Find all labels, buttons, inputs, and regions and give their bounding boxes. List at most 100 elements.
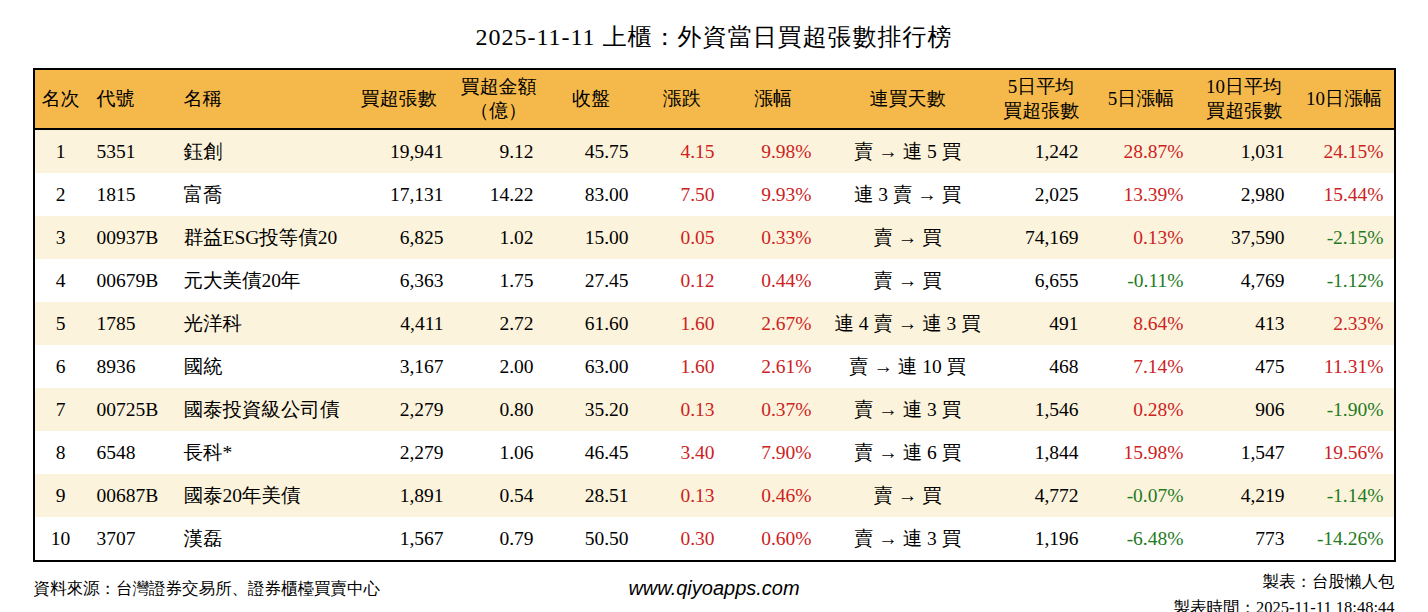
header-streak: 連買天數 — [822, 69, 994, 129]
change-10d-cell: -1.12% — [1295, 259, 1395, 302]
avg10-volume-cell: 475 — [1194, 345, 1295, 388]
code-cell: 00937B — [87, 216, 174, 259]
avg10-volume-cell: 906 — [1194, 388, 1295, 431]
streak-cell: 賣 → 買 — [822, 474, 994, 517]
website-url: www.qiyoapps.com — [487, 577, 941, 600]
header-buy-volume: 買超張數 — [344, 69, 454, 129]
table-header-row: 名次 代號 名稱 買超張數 買超金額 （億） 收盤 漲跌 漲幅 連買天數 5日平… — [34, 69, 1395, 129]
streak-cell: 賣 → 連 6 買 — [822, 431, 994, 474]
foreign-net-buy-ranking-table: 名次 代號 名稱 買超張數 買超金額 （億） 收盤 漲跌 漲幅 連買天數 5日平… — [33, 68, 1396, 562]
header-buy-amount: 買超金額 （億） — [454, 69, 544, 129]
header-rank: 名次 — [34, 69, 87, 129]
buy-amount-cell: 0.54 — [454, 474, 544, 517]
change-5d-cell: -0.11% — [1089, 259, 1194, 302]
data-source-note: 資料來源：台灣證券交易所、證券櫃檯買賣中心 — [34, 578, 488, 600]
rank-cell: 3 — [34, 216, 87, 259]
change-10d-cell: 15.44% — [1295, 173, 1395, 216]
buy-volume-cell: 3,167 — [344, 345, 454, 388]
change-5d-cell: 0.13% — [1089, 216, 1194, 259]
close-cell: 28.51 — [544, 474, 639, 517]
close-cell: 45.75 — [544, 129, 639, 173]
close-cell: 61.60 — [544, 302, 639, 345]
change-pct-cell: 9.98% — [725, 129, 822, 173]
header-close: 收盤 — [544, 69, 639, 129]
change-5d-cell: 15.98% — [1089, 431, 1194, 474]
rank-cell: 10 — [34, 517, 87, 561]
rank-cell: 6 — [34, 345, 87, 388]
header-change: 漲跌 — [639, 69, 725, 129]
change-cell: 0.05 — [639, 216, 725, 259]
change-10d-cell: -1.14% — [1295, 474, 1395, 517]
change-cell: 0.12 — [639, 259, 725, 302]
change-5d-cell: -6.48% — [1089, 517, 1194, 561]
table-row: 3 00937B 群益ESG投等債20 6,825 1.02 15.00 0.0… — [34, 216, 1395, 259]
name-cell: 群益ESG投等債20 — [174, 216, 344, 259]
change-pct-cell: 0.33% — [725, 216, 822, 259]
name-cell: 漢磊 — [174, 517, 344, 561]
change-5d-cell: 13.39% — [1089, 173, 1194, 216]
table-row: 5 1785 光洋科 4,411 2.72 61.60 1.60 2.67% 連… — [34, 302, 1395, 345]
name-cell: 國統 — [174, 345, 344, 388]
change-cell: 0.13 — [639, 474, 725, 517]
buy-volume-cell: 17,131 — [344, 173, 454, 216]
name-cell: 國泰20年美債 — [174, 474, 344, 517]
table-row: 1 5351 鈺創 19,941 9.12 45.75 4.15 9.98% 賣… — [34, 129, 1395, 173]
code-cell: 1815 — [87, 173, 174, 216]
change-5d-cell: 7.14% — [1089, 345, 1194, 388]
table-row: 2 1815 富喬 17,131 14.22 83.00 7.50 9.93% … — [34, 173, 1395, 216]
header-avg5-volume: 5日平均 買超張數 — [994, 69, 1089, 129]
maker-label: 製表：台股懶人包 — [941, 569, 1395, 595]
buy-volume-cell: 19,941 — [344, 129, 454, 173]
close-cell: 83.00 — [544, 173, 639, 216]
code-cell: 8936 — [87, 345, 174, 388]
avg10-volume-cell: 773 — [1194, 517, 1295, 561]
table-row: 7 00725B 國泰投資級公司債 2,279 0.80 35.20 0.13 … — [34, 388, 1395, 431]
change-5d-cell: 8.64% — [1089, 302, 1194, 345]
change-10d-cell: 24.15% — [1295, 129, 1395, 173]
change-pct-cell: 0.44% — [725, 259, 822, 302]
avg5-volume-cell: 491 — [994, 302, 1089, 345]
header-change-pct: 漲幅 — [725, 69, 822, 129]
change-10d-cell: 2.33% — [1295, 302, 1395, 345]
close-cell: 35.20 — [544, 388, 639, 431]
header-code: 代號 — [87, 69, 174, 129]
name-cell: 富喬 — [174, 173, 344, 216]
code-cell: 6548 — [87, 431, 174, 474]
code-cell: 00687B — [87, 474, 174, 517]
buy-volume-cell: 4,411 — [344, 302, 454, 345]
change-cell: 1.60 — [639, 302, 725, 345]
table-row: 4 00679B 元大美債20年 6,363 1.75 27.45 0.12 0… — [34, 259, 1395, 302]
change-pct-cell: 0.60% — [725, 517, 822, 561]
change-5d-cell: 0.28% — [1089, 388, 1194, 431]
streak-cell: 賣 → 買 — [822, 216, 994, 259]
change-cell: 7.50 — [639, 173, 725, 216]
rank-cell: 4 — [34, 259, 87, 302]
avg10-volume-cell: 413 — [1194, 302, 1295, 345]
header-change-5d: 5日漲幅 — [1089, 69, 1194, 129]
buy-volume-cell: 6,363 — [344, 259, 454, 302]
table-row: 9 00687B 國泰20年美債 1,891 0.54 28.51 0.13 0… — [34, 474, 1395, 517]
code-cell: 00725B — [87, 388, 174, 431]
name-cell: 光洋科 — [174, 302, 344, 345]
close-cell: 27.45 — [544, 259, 639, 302]
code-cell: 3707 — [87, 517, 174, 561]
header-change-10d: 10日漲幅 — [1295, 69, 1395, 129]
maker-info: 製表：台股懶人包 製表時間：2025-11-11 18:48:44 — [941, 569, 1395, 612]
name-cell: 長科* — [174, 431, 344, 474]
buy-amount-cell: 1.02 — [454, 216, 544, 259]
avg5-volume-cell: 2,025 — [994, 173, 1089, 216]
avg5-volume-cell: 1,242 — [994, 129, 1089, 173]
avg5-volume-cell: 1,546 — [994, 388, 1089, 431]
buy-volume-cell: 6,825 — [344, 216, 454, 259]
table-row: 10 3707 漢磊 1,567 0.79 50.50 0.30 0.60% 賣… — [34, 517, 1395, 561]
name-cell: 鈺創 — [174, 129, 344, 173]
buy-amount-cell: 0.79 — [454, 517, 544, 561]
close-cell: 63.00 — [544, 345, 639, 388]
avg5-volume-cell: 74,169 — [994, 216, 1089, 259]
buy-amount-cell: 2.00 — [454, 345, 544, 388]
buy-volume-cell: 1,567 — [344, 517, 454, 561]
change-10d-cell: -2.15% — [1295, 216, 1395, 259]
avg5-volume-cell: 6,655 — [994, 259, 1089, 302]
avg5-volume-cell: 4,772 — [994, 474, 1089, 517]
avg10-volume-cell: 2,980 — [1194, 173, 1295, 216]
